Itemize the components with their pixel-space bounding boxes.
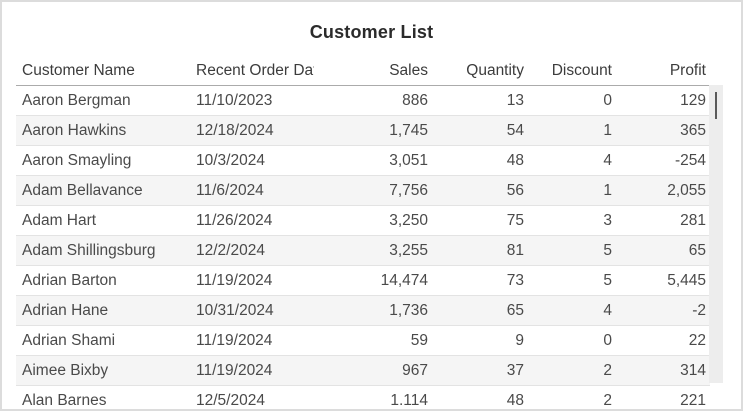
cell-recent-order-date: 11/19/2024 bbox=[194, 355, 314, 386]
cell-profit: -254 bbox=[616, 145, 710, 176]
column-header-recent-order-date[interactable]: Recent Order Date bbox=[194, 56, 314, 86]
table-row[interactable]: Aimee Bixby 11/19/2024 967 37 2 314 bbox=[16, 355, 710, 386]
table-row[interactable]: Adrian Hane 10/31/2024 1,736 65 4 -2 bbox=[16, 295, 710, 326]
vertical-scrollbar-thumb[interactable] bbox=[715, 92, 717, 119]
cell-sales: 3,051 bbox=[314, 145, 432, 176]
table-row[interactable]: Aaron Smayling 10/3/2024 3,051 48 4 -254 bbox=[16, 145, 710, 176]
cell-customer-name: Adam Bellavance bbox=[16, 175, 194, 206]
table-row[interactable]: Aaron Hawkins 12/18/2024 1,745 54 1 365 bbox=[16, 115, 710, 146]
cell-sales: 967 bbox=[314, 355, 432, 386]
cell-customer-name: Adrian Barton bbox=[16, 265, 194, 296]
cell-profit: 365 bbox=[616, 115, 710, 146]
table-row[interactable]: Adrian Shami 11/19/2024 59 9 0 22 bbox=[16, 325, 710, 356]
cell-recent-order-date: 11/19/2024 bbox=[194, 265, 314, 296]
cell-recent-order-date: 12/18/2024 bbox=[194, 115, 314, 146]
cell-discount: 0 bbox=[528, 85, 616, 116]
cell-quantity: 48 bbox=[432, 145, 528, 176]
cell-profit: 2,055 bbox=[616, 175, 710, 206]
cell-quantity: 75 bbox=[432, 205, 528, 236]
cell-recent-order-date: 12/5/2024 bbox=[194, 385, 314, 405]
cell-customer-name: Alan Barnes bbox=[16, 385, 194, 405]
cell-customer-name: Aaron Hawkins bbox=[16, 115, 194, 146]
cell-sales: 3,255 bbox=[314, 235, 432, 266]
cell-discount: 5 bbox=[528, 235, 616, 266]
cell-recent-order-date: 11/6/2024 bbox=[194, 175, 314, 206]
cell-profit: 221 bbox=[616, 385, 710, 405]
cell-discount: 1 bbox=[528, 115, 616, 146]
cell-quantity: 65 bbox=[432, 295, 528, 326]
cell-customer-name: Adam Hart bbox=[16, 205, 194, 236]
column-header-sales[interactable]: Sales bbox=[314, 56, 432, 86]
column-header-quantity[interactable]: Quantity bbox=[432, 56, 528, 86]
cell-discount: 0 bbox=[528, 325, 616, 356]
cell-discount: 3 bbox=[528, 205, 616, 236]
vertical-scrollbar-track[interactable] bbox=[709, 85, 723, 383]
cell-sales: 59 bbox=[314, 325, 432, 356]
cell-customer-name: Adrian Shami bbox=[16, 325, 194, 356]
cell-customer-name: Aaron Bergman bbox=[16, 85, 194, 116]
cell-customer-name: Aaron Smayling bbox=[16, 145, 194, 176]
cell-profit: 65 bbox=[616, 235, 710, 266]
customer-table: Customer Name Recent Order Date Sales Qu… bbox=[16, 56, 710, 405]
column-header-customer-name[interactable]: Customer Name bbox=[16, 56, 194, 86]
cell-profit: 314 bbox=[616, 355, 710, 386]
column-header-profit[interactable]: Profit bbox=[616, 56, 710, 86]
data-table: Customer Name Recent Order Date Sales Qu… bbox=[16, 56, 710, 405]
cell-profit: 5,445 bbox=[616, 265, 710, 296]
header-row: Customer Name Recent Order Date Sales Qu… bbox=[16, 56, 710, 86]
cell-recent-order-date: 10/31/2024 bbox=[194, 295, 314, 326]
cell-discount: 5 bbox=[528, 265, 616, 296]
page-title: Customer List bbox=[309, 22, 434, 42]
cell-sales: 14,474 bbox=[314, 265, 432, 296]
cell-discount: 2 bbox=[528, 355, 616, 386]
cell-sales: 1,114 bbox=[314, 385, 432, 405]
table-row[interactable]: Adam Bellavance 11/6/2024 7,756 56 1 2,055 bbox=[16, 175, 710, 206]
cell-sales: 3,250 bbox=[314, 205, 432, 236]
cell-quantity: 73 bbox=[432, 265, 528, 296]
cell-customer-name: Adam Shillingsburg bbox=[16, 235, 194, 266]
cell-quantity: 81 bbox=[432, 235, 528, 266]
cell-discount: 1 bbox=[528, 175, 616, 206]
cell-quantity: 48 bbox=[432, 385, 528, 405]
cell-recent-order-date: 11/26/2024 bbox=[194, 205, 314, 236]
table-row[interactable]: Alan Barnes 12/5/2024 1,114 48 2 221 bbox=[16, 385, 710, 405]
cell-profit: 281 bbox=[616, 205, 710, 236]
cell-quantity: 13 bbox=[432, 85, 528, 116]
table-row[interactable]: Aaron Bergman 11/10/2023 886 13 0 129 bbox=[16, 85, 710, 116]
cell-profit: 22 bbox=[616, 325, 710, 356]
cell-discount: 4 bbox=[528, 145, 616, 176]
cell-sales: 886 bbox=[314, 85, 432, 116]
cell-quantity: 54 bbox=[432, 115, 528, 146]
table-row[interactable]: Adrian Barton 11/19/2024 14,474 73 5 5,445 bbox=[16, 265, 710, 296]
cell-recent-order-date: 12/2/2024 bbox=[194, 235, 314, 266]
cell-quantity: 37 bbox=[432, 355, 528, 386]
table-row[interactable]: Adam Shillingsburg 12/2/2024 3,255 81 5 65 bbox=[16, 235, 710, 266]
cell-sales: 1,736 bbox=[314, 295, 432, 326]
cell-customer-name: Aimee Bixby bbox=[16, 355, 194, 386]
table-row[interactable]: Adam Hart 11/26/2024 3,250 75 3 281 bbox=[16, 205, 710, 236]
cell-profit: 129 bbox=[616, 85, 710, 116]
cell-quantity: 9 bbox=[432, 325, 528, 356]
cell-sales: 7,756 bbox=[314, 175, 432, 206]
cell-profit: -2 bbox=[616, 295, 710, 326]
cell-recent-order-date: 11/19/2024 bbox=[194, 325, 314, 356]
cell-recent-order-date: 10/3/2024 bbox=[194, 145, 314, 176]
cell-discount: 4 bbox=[528, 295, 616, 326]
cell-quantity: 56 bbox=[432, 175, 528, 206]
cell-customer-name: Adrian Hane bbox=[16, 295, 194, 326]
column-header-discount[interactable]: Discount bbox=[528, 56, 616, 86]
cell-recent-order-date: 11/10/2023 bbox=[194, 85, 314, 116]
cell-discount: 2 bbox=[528, 385, 616, 405]
cell-sales: 1,745 bbox=[314, 115, 432, 146]
